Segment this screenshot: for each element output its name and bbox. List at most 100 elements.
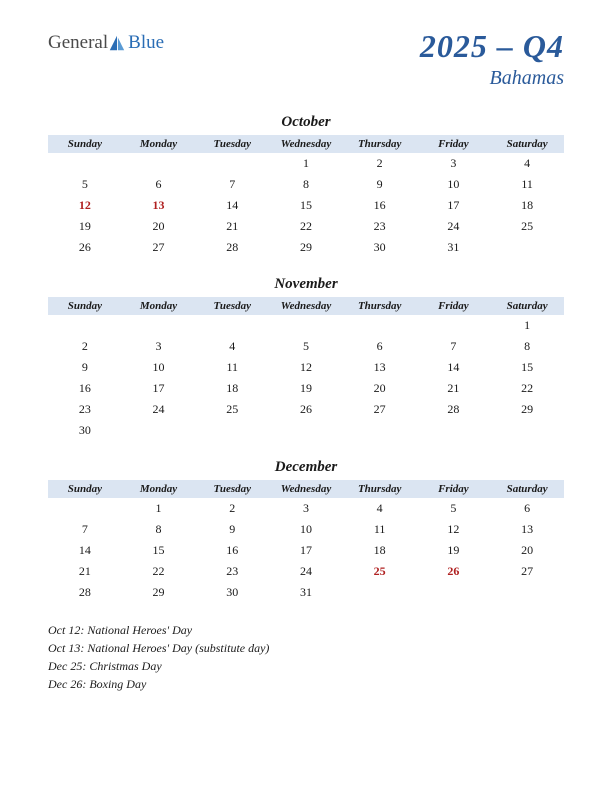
day-cell: 7 bbox=[417, 336, 491, 357]
day-header: Friday bbox=[417, 480, 491, 498]
day-header: Wednesday bbox=[269, 297, 343, 315]
day-cell: 21 bbox=[195, 216, 269, 237]
day-cell: 5 bbox=[48, 174, 122, 195]
table-row: 1234 bbox=[48, 153, 564, 174]
day-cell: 4 bbox=[195, 336, 269, 357]
day-cell bbox=[195, 153, 269, 174]
day-header: Wednesday bbox=[269, 480, 343, 498]
day-cell: 11 bbox=[490, 174, 564, 195]
day-cell bbox=[48, 153, 122, 174]
day-header: Saturday bbox=[490, 297, 564, 315]
header: General Blue 2025 – Q4 Bahamas bbox=[48, 28, 564, 90]
day-cell: 22 bbox=[122, 561, 196, 582]
table-row: 28293031 bbox=[48, 582, 564, 603]
table-row: 23242526272829 bbox=[48, 399, 564, 420]
day-cell: 29 bbox=[122, 582, 196, 603]
day-cell bbox=[490, 237, 564, 258]
day-header: Monday bbox=[122, 480, 196, 498]
day-cell: 18 bbox=[490, 195, 564, 216]
day-cell: 18 bbox=[343, 540, 417, 561]
day-cell: 28 bbox=[195, 237, 269, 258]
day-cell: 10 bbox=[417, 174, 491, 195]
month-name: November bbox=[48, 276, 564, 293]
day-cell: 31 bbox=[269, 582, 343, 603]
month-name: October bbox=[48, 114, 564, 131]
day-cell: 23 bbox=[195, 561, 269, 582]
day-cell bbox=[48, 315, 122, 336]
day-cell: 31 bbox=[417, 237, 491, 258]
day-cell: 30 bbox=[48, 420, 122, 441]
holiday-note-line: Oct 13: National Heroes' Day (substitute… bbox=[48, 639, 564, 657]
months-container: OctoberSundayMondayTuesdayWednesdayThurs… bbox=[48, 114, 564, 603]
table-row: 2345678 bbox=[48, 336, 564, 357]
holiday-note-line: Oct 12: National Heroes' Day bbox=[48, 621, 564, 639]
day-cell: 9 bbox=[343, 174, 417, 195]
day-cell: 30 bbox=[195, 582, 269, 603]
holiday-note-line: Dec 26: Boxing Day bbox=[48, 675, 564, 693]
table-row: 19202122232425 bbox=[48, 216, 564, 237]
day-header: Wednesday bbox=[269, 135, 343, 153]
day-cell: 13 bbox=[122, 195, 196, 216]
day-cell: 19 bbox=[48, 216, 122, 237]
day-header: Saturday bbox=[490, 135, 564, 153]
page-title: 2025 – Q4 bbox=[420, 28, 564, 65]
day-cell: 25 bbox=[195, 399, 269, 420]
day-header: Thursday bbox=[343, 480, 417, 498]
day-cell: 18 bbox=[195, 378, 269, 399]
day-cell: 14 bbox=[417, 357, 491, 378]
day-cell: 26 bbox=[48, 237, 122, 258]
logo-sail-icon bbox=[108, 34, 126, 52]
day-cell bbox=[269, 420, 343, 441]
logo-word2: Blue bbox=[128, 32, 164, 54]
day-header: Thursday bbox=[343, 135, 417, 153]
month-block: OctoberSundayMondayTuesdayWednesdayThurs… bbox=[48, 114, 564, 258]
day-cell bbox=[343, 315, 417, 336]
day-cell: 7 bbox=[48, 519, 122, 540]
day-cell: 14 bbox=[195, 195, 269, 216]
day-cell: 7 bbox=[195, 174, 269, 195]
day-header: Tuesday bbox=[195, 135, 269, 153]
day-cell: 29 bbox=[269, 237, 343, 258]
day-cell: 17 bbox=[122, 378, 196, 399]
table-row: 16171819202122 bbox=[48, 378, 564, 399]
day-cell: 25 bbox=[343, 561, 417, 582]
day-header: Friday bbox=[417, 135, 491, 153]
day-cell: 15 bbox=[490, 357, 564, 378]
day-cell: 13 bbox=[343, 357, 417, 378]
day-cell: 27 bbox=[122, 237, 196, 258]
logo-word1: General bbox=[48, 32, 108, 54]
day-cell: 29 bbox=[490, 399, 564, 420]
day-cell: 20 bbox=[343, 378, 417, 399]
day-cell: 8 bbox=[490, 336, 564, 357]
day-cell: 5 bbox=[417, 498, 491, 519]
table-row: 262728293031 bbox=[48, 237, 564, 258]
day-cell: 8 bbox=[269, 174, 343, 195]
day-cell: 28 bbox=[48, 582, 122, 603]
logo: General Blue bbox=[48, 32, 164, 54]
day-header: Tuesday bbox=[195, 297, 269, 315]
table-row: 9101112131415 bbox=[48, 357, 564, 378]
day-cell: 22 bbox=[269, 216, 343, 237]
day-cell: 22 bbox=[490, 378, 564, 399]
day-cell: 27 bbox=[343, 399, 417, 420]
table-row: 78910111213 bbox=[48, 519, 564, 540]
table-row: 1 bbox=[48, 315, 564, 336]
day-cell: 1 bbox=[122, 498, 196, 519]
day-cell: 16 bbox=[343, 195, 417, 216]
day-cell: 9 bbox=[195, 519, 269, 540]
day-cell: 6 bbox=[122, 174, 196, 195]
day-cell: 19 bbox=[269, 378, 343, 399]
day-cell: 30 bbox=[343, 237, 417, 258]
table-row: 14151617181920 bbox=[48, 540, 564, 561]
day-header: Sunday bbox=[48, 297, 122, 315]
day-cell: 3 bbox=[122, 336, 196, 357]
title-block: 2025 – Q4 Bahamas bbox=[420, 28, 564, 90]
day-cell: 4 bbox=[343, 498, 417, 519]
day-cell: 21 bbox=[417, 378, 491, 399]
day-cell: 24 bbox=[269, 561, 343, 582]
day-cell: 24 bbox=[122, 399, 196, 420]
day-cell: 27 bbox=[490, 561, 564, 582]
day-cell: 17 bbox=[269, 540, 343, 561]
day-header: Tuesday bbox=[195, 480, 269, 498]
day-cell: 2 bbox=[48, 336, 122, 357]
